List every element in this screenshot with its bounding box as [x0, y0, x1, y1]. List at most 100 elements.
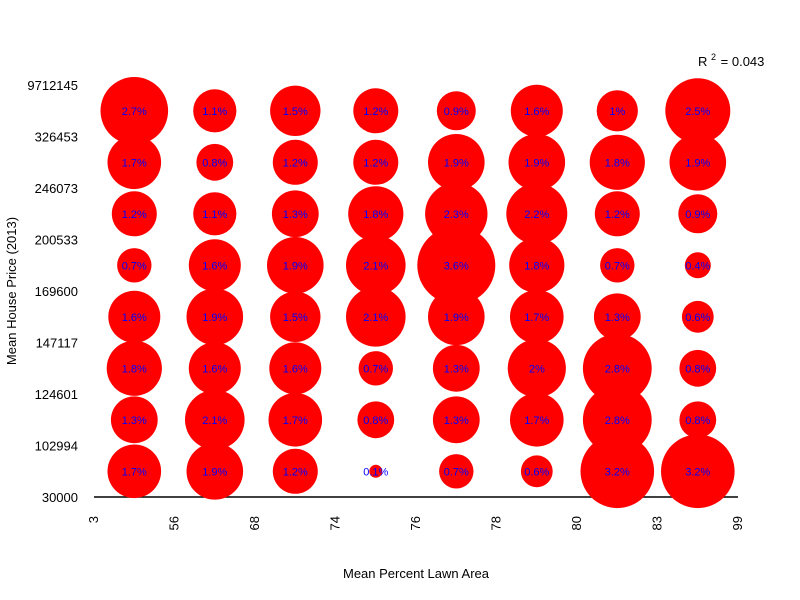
bubble-label: 1.8% [605, 157, 630, 169]
y-tick-label: 169600 [35, 284, 78, 299]
y-tick-label: 326453 [35, 130, 78, 145]
bubble [272, 139, 318, 185]
bubble [506, 183, 568, 245]
bubble [436, 91, 476, 131]
bubble-label: 1.3% [444, 363, 469, 375]
bubble [353, 88, 399, 134]
bubble [108, 290, 161, 343]
bubble [267, 236, 324, 294]
bubble-label: 1.7% [122, 466, 147, 478]
bubble [188, 342, 241, 395]
bubble [510, 290, 564, 344]
bubble [679, 349, 717, 387]
bubble-label: 0.4% [685, 260, 710, 272]
bubble-label: 0.7% [363, 363, 388, 375]
y-tick-label: 124601 [35, 387, 78, 402]
bubble [196, 143, 234, 181]
bubble [357, 401, 395, 439]
bubble [507, 339, 566, 398]
bubble [111, 191, 157, 237]
bubble-label: 1.2% [283, 466, 308, 478]
bubble-label: 2.1% [202, 415, 227, 427]
bubble [679, 401, 717, 439]
bubble-label: 1.7% [122, 157, 147, 169]
bubble [272, 448, 318, 494]
bubble-label: 0.1% [363, 466, 388, 478]
bubble [369, 464, 383, 478]
bubble-label: 1.9% [444, 157, 469, 169]
bubble [117, 248, 152, 283]
x-axis-title: Mean Percent Lawn Area [343, 566, 490, 581]
bubble-label: 1.6% [202, 260, 227, 272]
bubble [107, 444, 162, 499]
bubble [428, 288, 485, 346]
bubble-label: 1.2% [122, 209, 147, 221]
x-tick-label: 74 [328, 516, 343, 530]
bubble [432, 396, 480, 444]
bubble-label: 1.5% [283, 312, 308, 324]
bubble-label: 1.2% [283, 157, 308, 169]
bubble-label: 1.9% [283, 260, 308, 272]
bubble-label: 2% [529, 363, 545, 375]
y-tick-label: 200533 [35, 233, 78, 248]
x-tick-label: 68 [247, 516, 262, 530]
bubble [188, 239, 241, 292]
bubble-label: 0.7% [444, 466, 469, 478]
bubble-label: 1.7% [283, 415, 308, 427]
bubble [510, 393, 564, 447]
bubble [509, 237, 565, 293]
bubble-label: 2.3% [444, 209, 469, 221]
y-tick-label: 147117 [36, 336, 78, 351]
y-axis-title: Mean House Price (2013) [4, 217, 19, 365]
bubble-label: 2.1% [363, 312, 388, 324]
bubble [589, 134, 645, 190]
bubble-label: 1.9% [685, 157, 710, 169]
bubble-label: 1.3% [283, 209, 308, 221]
bubble-label: 1.8% [363, 209, 388, 221]
bubble-label: 1.1% [202, 209, 227, 221]
bubble [582, 333, 652, 403]
bubble-label: 1.7% [524, 312, 549, 324]
bubble-label: 2.7% [122, 106, 147, 118]
bubble-label: 2.1% [363, 260, 388, 272]
bubble [107, 135, 162, 190]
bubble-label: 1.2% [363, 157, 388, 169]
bubble-label: 0.6% [685, 312, 710, 324]
y-tick-label: 30000 [42, 490, 78, 505]
bubble [510, 84, 563, 137]
bubble [348, 186, 404, 242]
bubble-label: 0.8% [685, 363, 710, 375]
bubble [582, 385, 652, 455]
bubble [270, 85, 321, 136]
bubble [665, 78, 731, 144]
r-squared-value: = 0.043 [721, 54, 765, 69]
bubble-label: 0.8% [685, 415, 710, 427]
bubble [678, 194, 718, 234]
bubble-label: 0.7% [122, 260, 147, 272]
bubble-label: 1.3% [444, 415, 469, 427]
x-tick-labels: 3 56 68 74 76 78 80 83 99 [86, 516, 745, 530]
bubble-label: 2.5% [685, 106, 710, 118]
bubble [439, 454, 474, 489]
bubble [269, 342, 322, 395]
bubble-label: 0.9% [685, 209, 710, 221]
bubble [110, 396, 158, 444]
x-tick-label: 80 [569, 516, 584, 530]
y-tick-label: 246073 [35, 181, 78, 196]
bubble [353, 139, 399, 185]
bubble [580, 434, 655, 509]
bubble [186, 443, 244, 500]
bubble [596, 90, 638, 132]
bubble-label: 1.9% [524, 157, 549, 169]
bubble-label: 0.6% [524, 466, 549, 478]
bubble-label: 2.2% [524, 209, 549, 221]
bubble-label: 1.5% [283, 106, 308, 118]
bubble-label: 1.8% [122, 363, 147, 375]
bubble [106, 340, 162, 396]
bubble [358, 351, 393, 386]
bubble [185, 390, 245, 450]
bubble [425, 182, 488, 245]
bubble [428, 134, 485, 191]
y-tick-labels: 30000 102994 124601 147117 169600 200533 24607… [27, 78, 78, 505]
